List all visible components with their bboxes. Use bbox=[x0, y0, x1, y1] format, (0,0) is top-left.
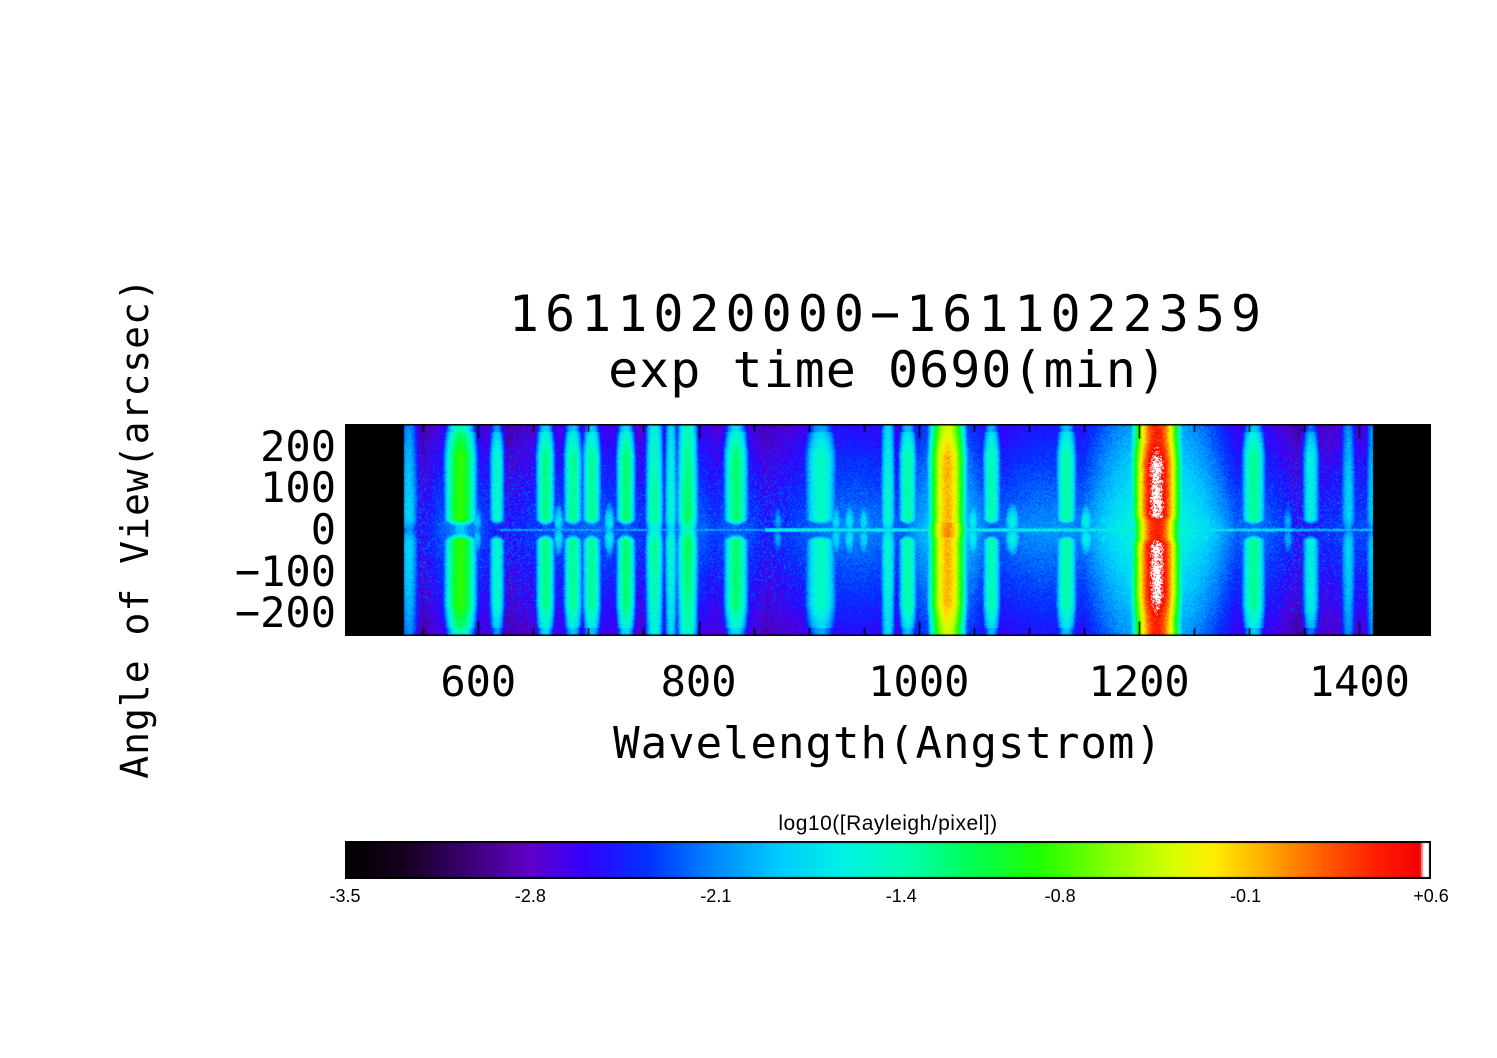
x-tick-label: 600 bbox=[440, 657, 517, 706]
colorbar-tick-label: -3.5 bbox=[329, 886, 361, 906]
colorbar-tick-label: +0.6 bbox=[1413, 886, 1449, 906]
y-tick-label: −200 bbox=[234, 588, 336, 638]
x-tick-label: 800 bbox=[660, 657, 737, 706]
plot-title: 1611020000−1611022359 bbox=[508, 285, 1268, 343]
y-tick-label: 0 bbox=[310, 505, 336, 554]
x-axis-label: Wavelength(Angstrom) bbox=[613, 718, 1163, 769]
colorbar-tick-label: -2.8 bbox=[514, 886, 546, 906]
colorbar-gradient bbox=[345, 841, 1431, 879]
x-tick-label: 1200 bbox=[1088, 657, 1190, 706]
colorbar-tick-label: -0.8 bbox=[1044, 886, 1076, 906]
x-tick-label: 1400 bbox=[1308, 657, 1410, 706]
x-tick-label: 1000 bbox=[868, 657, 970, 706]
y-tick-label: 200 bbox=[260, 421, 336, 471]
colorbar-label: log10([Rayleigh/pixel]) bbox=[778, 812, 998, 835]
y-tick-label: −100 bbox=[234, 546, 336, 596]
plot-subtitle: exp time 0690(min) bbox=[608, 341, 1168, 399]
spectrogram-canvas bbox=[345, 424, 1431, 636]
colorbar-tick-label: -0.1 bbox=[1230, 886, 1262, 906]
y-tick-label: 100 bbox=[260, 463, 336, 513]
colorbar-tick-label: -1.4 bbox=[885, 886, 917, 906]
colorbar-tick-label: -2.1 bbox=[700, 886, 732, 906]
